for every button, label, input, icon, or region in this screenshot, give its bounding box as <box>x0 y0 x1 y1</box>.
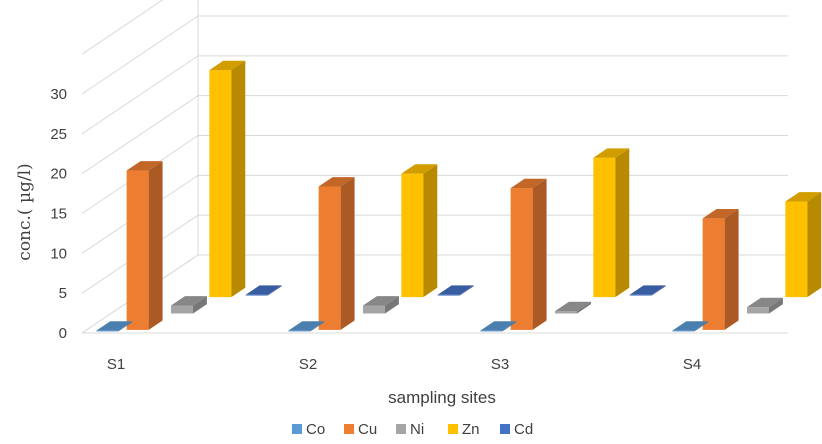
bar-cu-s1 <box>126 161 163 330</box>
legend-item-cu: Cu <box>344 421 377 438</box>
bar-ni-s1 <box>171 296 207 314</box>
x-axis-title: sampling sites <box>388 388 496 407</box>
legend-swatch <box>292 424 302 434</box>
x-tick-label: S1 <box>107 356 125 373</box>
gridlines <box>81 0 788 334</box>
bar-cd-s1 <box>245 285 282 296</box>
y-tick-label: 0 <box>59 325 67 342</box>
y-tick-label: 25 <box>50 126 67 143</box>
bar-zn-s1 <box>209 60 246 298</box>
legend-item-co: Co <box>292 421 325 438</box>
y-axis-title: conc.( µg/l) <box>15 163 35 260</box>
bar-cu-s3 <box>510 178 547 330</box>
bar-zn-s2 <box>401 164 438 298</box>
bar-ni-s3 <box>555 301 591 314</box>
gridline <box>81 135 788 214</box>
gridline <box>81 254 788 334</box>
legend-label: Ni <box>410 421 424 438</box>
gridline <box>81 174 788 254</box>
bars <box>96 60 822 332</box>
bar-ni-s2 <box>363 296 399 314</box>
gridline <box>81 0 164 55</box>
gridline <box>81 15 788 95</box>
y-tick-label: 15 <box>50 206 67 223</box>
legend-label: Zn <box>462 421 480 438</box>
y-tick-label: 30 <box>50 86 67 103</box>
x-tick-label: S4 <box>683 356 701 373</box>
legend-item-cd: Cd <box>500 421 533 438</box>
bar-co-s2 <box>288 321 325 332</box>
bar-ni-s4 <box>747 297 783 314</box>
y-tick-label: 10 <box>50 245 67 262</box>
x-tick-label: S3 <box>491 356 509 373</box>
y-tick-label: 5 <box>59 285 67 302</box>
bar-co-s3 <box>480 321 517 332</box>
bar-zn-s3 <box>593 148 630 298</box>
bar-cd-s3 <box>629 285 666 296</box>
gridline <box>81 55 788 135</box>
legend-swatch <box>500 424 510 434</box>
legend-label: Cu <box>358 421 377 438</box>
bar-cu-s4 <box>702 208 739 330</box>
bar-cu-s2 <box>318 177 355 330</box>
x-tick-label: S2 <box>299 356 317 373</box>
x-axis-ticks: S1 S2 S3 S4 <box>107 356 701 373</box>
legend-label: Cd <box>514 421 533 438</box>
legend: Co Cu Ni Zn Cd <box>292 421 533 438</box>
legend-item-ni: Ni <box>396 421 424 438</box>
gridline <box>81 214 788 294</box>
bar-zn-s4 <box>785 192 822 298</box>
bar-co-s1 <box>96 321 133 332</box>
legend-swatch <box>344 424 354 434</box>
y-axis-ticks: 0 5 10 15 20 25 30 <box>50 86 67 342</box>
bar-cd-s2 <box>437 285 474 296</box>
legend-swatch <box>448 424 458 434</box>
legend-swatch <box>396 424 406 434</box>
y-tick-label: 20 <box>50 166 67 183</box>
legend-item-zn: Zn <box>448 421 480 438</box>
gridline <box>81 95 788 175</box>
legend-label: Co <box>306 421 325 438</box>
bar-co-s4 <box>672 321 709 332</box>
